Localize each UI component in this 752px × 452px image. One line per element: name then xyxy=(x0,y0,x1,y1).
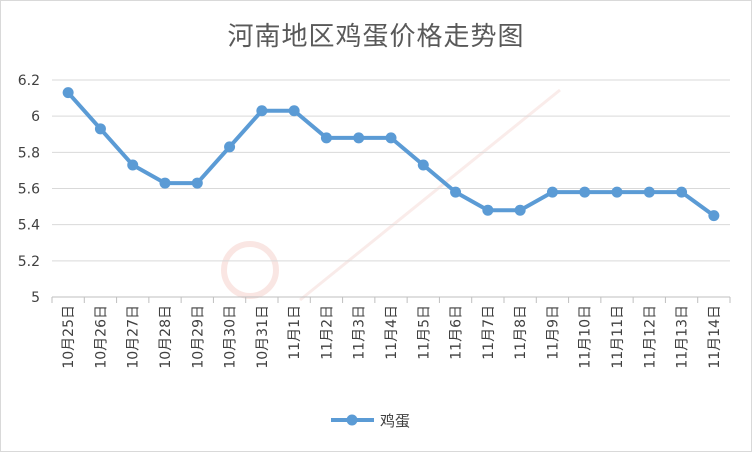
x-tick-label: 11月4日 xyxy=(384,305,400,360)
data-point xyxy=(676,186,688,198)
data-point xyxy=(708,210,720,222)
data-point xyxy=(611,186,623,198)
data-point xyxy=(191,177,203,189)
x-tick-label: 10月26日 xyxy=(93,305,109,369)
chart-title: 河南地区鸡蛋价格走势图 xyxy=(227,22,525,52)
x-tick-label: 10月29日 xyxy=(190,305,206,369)
x-tick-label: 11月10日 xyxy=(578,305,594,369)
x-tick-label: 11月7日 xyxy=(481,305,497,360)
data-point xyxy=(320,132,332,144)
data-point xyxy=(482,204,494,216)
x-axis: 10月25日 10月26日 10月27日 10月28日 10月29日 10月30日 10月3… xyxy=(51,296,731,369)
data-point xyxy=(514,204,526,216)
x-tick-label: 11月12日 xyxy=(642,305,658,369)
x-tick-label: 11月5日 xyxy=(416,305,432,360)
x-tick-label: 10月30日 xyxy=(223,305,239,369)
data-point xyxy=(94,123,106,135)
x-tick-label: 11月11日 xyxy=(610,305,626,369)
x-tick-label: 10月28日 xyxy=(158,305,174,369)
data-point xyxy=(385,132,397,144)
y-tick-label: 5.2 xyxy=(18,254,40,270)
data-point xyxy=(450,186,462,198)
data-point xyxy=(256,105,268,117)
y-tick-label: 5.6 xyxy=(18,182,40,198)
x-tick-label: 11月13日 xyxy=(675,305,691,369)
data-point xyxy=(353,132,365,144)
data-point xyxy=(546,186,558,198)
watermark-graphic xyxy=(221,88,561,302)
legend-label: 鸡蛋 xyxy=(380,412,410,430)
y-tick-label: 5 xyxy=(31,290,40,306)
data-point xyxy=(159,177,171,189)
x-tick-label: 10月25日 xyxy=(61,305,77,369)
y-tick-label: 5.8 xyxy=(18,145,40,161)
x-tick-label: 11月9日 xyxy=(545,305,561,360)
x-tick-label: 10月31日 xyxy=(255,305,271,369)
x-tick-label: 11月14日 xyxy=(707,305,723,369)
y-tick-label: 6.2 xyxy=(18,73,40,89)
x-tick-label: 10月27日 xyxy=(126,305,142,369)
grid-lines xyxy=(52,79,730,298)
data-point xyxy=(224,141,236,153)
x-tick-label: 11月6日 xyxy=(449,305,465,360)
y-tick-label: 5.4 xyxy=(18,218,40,234)
data-point xyxy=(62,87,74,99)
data-point xyxy=(127,159,139,171)
x-tick-label: 11月3日 xyxy=(352,305,368,360)
data-point xyxy=(579,186,591,198)
data-point xyxy=(643,186,655,198)
legend-swatch-marker xyxy=(346,414,358,426)
x-tick-label: 11月8日 xyxy=(513,305,529,360)
x-tick-label: 11月1日 xyxy=(287,305,303,360)
y-axis: 5 5.2 5.4 5.6 5.8 6 6.2 xyxy=(18,73,40,306)
y-tick-label: 6 xyxy=(31,109,40,125)
series-layer xyxy=(62,87,720,222)
legend: 鸡蛋 xyxy=(331,412,410,430)
data-point xyxy=(417,159,429,171)
data-point xyxy=(288,105,300,117)
x-tick-label: 11月2日 xyxy=(319,305,335,360)
